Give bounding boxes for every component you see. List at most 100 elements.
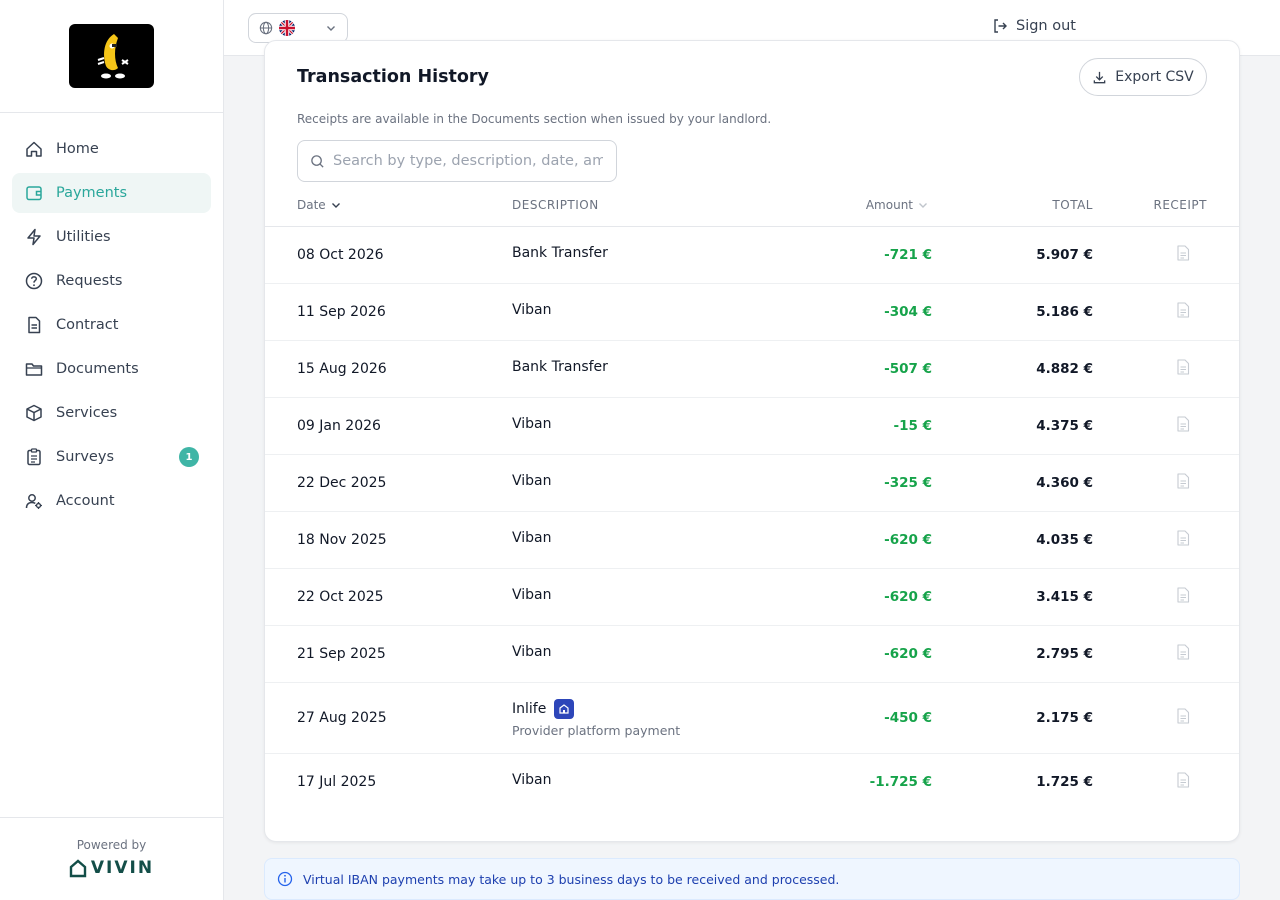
table-row: 15 Aug 2026 Bank Transfer -507 € 4.882 € xyxy=(265,341,1239,398)
row-amount: -304 € xyxy=(884,303,932,320)
row-date: 22 Oct 2025 xyxy=(297,588,384,605)
sidebar-item-label: Home xyxy=(56,141,99,157)
row-description: Inlife Provider platform payment xyxy=(512,699,680,738)
sidebar-item-surveys[interactable]: Surveys 1 xyxy=(12,437,211,477)
row-description: Viban xyxy=(512,771,552,788)
row-total: 3.415 € xyxy=(1036,588,1093,605)
receipt-document-icon[interactable] xyxy=(1176,301,1190,322)
row-description: Viban xyxy=(512,529,552,546)
table-row: 18 Nov 2025 Viban -620 € 4.035 € xyxy=(265,512,1239,569)
row-amount: -15 € xyxy=(893,417,932,434)
row-total: 2.175 € xyxy=(1036,709,1093,726)
receipt-document-icon[interactable] xyxy=(1176,643,1190,664)
row-description: Viban xyxy=(512,415,552,432)
row-amount: -325 € xyxy=(884,474,932,491)
row-total: 5.907 € xyxy=(1036,246,1093,263)
receipt-document-icon[interactable] xyxy=(1176,358,1190,379)
column-header-amount-label: Amount xyxy=(865,198,913,212)
powered-by-label: Powered by xyxy=(76,838,147,852)
row-amount: -620 € xyxy=(884,645,932,662)
info-banner: Virtual IBAN payments may take up to 3 b… xyxy=(264,858,1240,900)
sidebar-item-documents[interactable]: Documents xyxy=(12,349,211,389)
sidebar-item-services[interactable]: Services xyxy=(12,393,211,433)
question-icon xyxy=(24,271,44,291)
sidebar-item-home[interactable]: Home xyxy=(12,129,211,169)
receipt-document-icon[interactable] xyxy=(1176,244,1190,265)
search-box xyxy=(297,140,617,182)
row-amount: -620 € xyxy=(884,588,932,605)
brand-name: VIVIN xyxy=(90,858,155,878)
row-amount: -450 € xyxy=(884,709,932,726)
row-description: Bank Transfer xyxy=(512,358,608,375)
table-row: 27 Aug 2025 Inlife Provider platform payme… xyxy=(265,683,1239,754)
sign-out-button[interactable]: Sign out xyxy=(992,18,1076,34)
row-total: 4.882 € xyxy=(1036,360,1093,377)
powered-by: Powered by VIVIN xyxy=(0,817,223,900)
lightning-icon xyxy=(24,227,44,247)
building-icon xyxy=(554,699,575,719)
row-date: 27 Aug 2025 xyxy=(297,709,387,726)
row-total: 4.360 € xyxy=(1036,474,1093,491)
home-icon xyxy=(24,139,44,159)
sidebar-item-label: Documents xyxy=(56,361,139,377)
receipt-document-icon[interactable] xyxy=(1176,771,1190,792)
column-header-date-label: Date xyxy=(297,198,326,212)
row-date: 15 Aug 2026 xyxy=(297,360,387,377)
row-date: 21 Sep 2025 xyxy=(297,645,386,662)
box-icon xyxy=(24,403,44,423)
sidebar-item-requests[interactable]: Requests xyxy=(12,261,211,301)
surveys-count-badge: 1 xyxy=(179,447,199,467)
page-title: Transaction History xyxy=(297,67,489,87)
sidebar-item-payments[interactable]: Payments xyxy=(12,173,211,213)
search-input[interactable] xyxy=(333,153,603,169)
sidebar-item-label: Account xyxy=(56,493,115,509)
column-header-date[interactable]: Date xyxy=(297,198,342,212)
receipts-note: Receipts are available in the Documents … xyxy=(297,112,772,126)
globe-icon xyxy=(259,21,273,35)
row-date: 18 Nov 2025 xyxy=(297,531,387,548)
row-date: 11 Sep 2026 xyxy=(297,303,386,320)
column-header-description: DESCRIPTION xyxy=(512,198,599,212)
row-description: Viban xyxy=(512,472,552,489)
language-selector[interactable] xyxy=(248,13,348,43)
receipt-document-icon[interactable] xyxy=(1176,415,1190,436)
sidebar-item-contract[interactable]: Contract xyxy=(12,305,211,345)
row-date: 17 Jul 2025 xyxy=(297,773,377,790)
table-row: 22 Dec 2025 Viban -325 € 4.360 € xyxy=(265,455,1239,512)
sidebar-item-label: Surveys xyxy=(56,449,114,465)
row-description-sub: Provider platform payment xyxy=(512,723,681,738)
row-description: Viban xyxy=(512,301,552,318)
table-row: 08 Oct 2026 Bank Transfer -721 € 5.907 € xyxy=(265,227,1239,284)
sign-out-icon xyxy=(994,19,1007,33)
sidebar-item-label: Payments xyxy=(56,185,128,201)
document-icon xyxy=(24,315,44,335)
receipt-document-icon[interactable] xyxy=(1176,472,1190,493)
row-description-line: Inlife xyxy=(512,699,680,719)
sidebar: Home Payments Utilities Requests Contract Doc… xyxy=(0,0,224,900)
row-description: Bank Transfer xyxy=(512,244,608,261)
vivin-house-icon xyxy=(69,859,87,878)
row-amount: -620 € xyxy=(884,531,932,548)
table-header: Date DESCRIPTION Amount TOTAL RECEIPT xyxy=(265,190,1239,227)
row-date: 09 Jan 2026 xyxy=(297,417,381,434)
sidebar-nav: Home Payments Utilities Requests Contract Doc… xyxy=(0,113,223,521)
row-total: 5.186 € xyxy=(1036,303,1093,320)
table-row: 21 Sep 2025 Viban -620 € 2.795 € xyxy=(265,626,1239,683)
row-amount: -507 € xyxy=(884,360,932,377)
export-csv-button[interactable]: Export CSV xyxy=(1079,58,1207,96)
column-header-total: TOTAL xyxy=(1052,198,1093,212)
row-total: 2.795 € xyxy=(1036,645,1093,662)
column-header-amount[interactable]: Amount xyxy=(866,198,929,212)
receipt-document-icon[interactable] xyxy=(1176,529,1190,550)
receipt-document-icon[interactable] xyxy=(1176,586,1190,607)
tenant-logo[interactable] xyxy=(69,24,154,88)
brand-logo: VIVIN xyxy=(69,858,154,878)
row-description: Viban xyxy=(512,643,552,660)
sidebar-item-account[interactable]: Account xyxy=(12,481,211,521)
receipt-document-icon[interactable] xyxy=(1176,707,1190,728)
sidebar-item-utilities[interactable]: Utilities xyxy=(12,217,211,257)
row-amount: -721 € xyxy=(884,246,932,263)
table-row: 17 Jul 2025 Viban -1.725 € 1.725 € xyxy=(265,754,1239,811)
folder-icon xyxy=(24,359,44,379)
sign-out-label: Sign out xyxy=(1016,18,1076,34)
